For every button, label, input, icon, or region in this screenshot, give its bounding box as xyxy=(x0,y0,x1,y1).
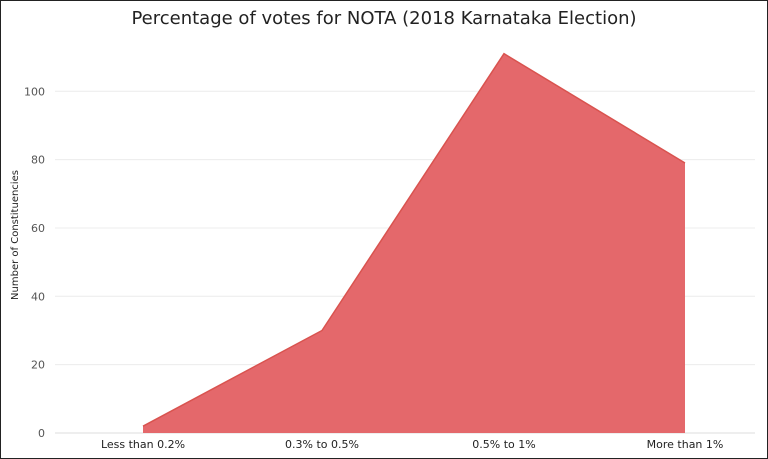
area-line xyxy=(142,52,686,427)
x-axis-ticks: Less than 0.2% 0.3% to 0.5% 0.5% to 1% More… xyxy=(101,438,723,451)
y-tick-label: 20 xyxy=(31,359,45,372)
y-axis-label: Number of Constituencies xyxy=(10,170,21,300)
y-tick-label: 60 xyxy=(31,222,45,235)
x-tick-label: More than 1% xyxy=(647,438,724,451)
chart-title: Percentage of votes for NOTA (2018 Karna… xyxy=(131,8,637,29)
y-tick-label: 100 xyxy=(24,85,45,98)
y-axis-ticks: 0 20 40 60 80 100 xyxy=(24,85,45,440)
x-tick-label: 0.5% to 1% xyxy=(472,438,535,451)
y-tick-label: 0 xyxy=(38,427,45,440)
y-tick-label: 80 xyxy=(31,154,45,167)
y-tick-label: 40 xyxy=(31,290,45,303)
area-series xyxy=(142,52,686,434)
area-fill xyxy=(143,53,685,434)
x-tick-label: 0.3% to 0.5% xyxy=(285,438,359,451)
x-tick-label: Less than 0.2% xyxy=(101,438,185,451)
